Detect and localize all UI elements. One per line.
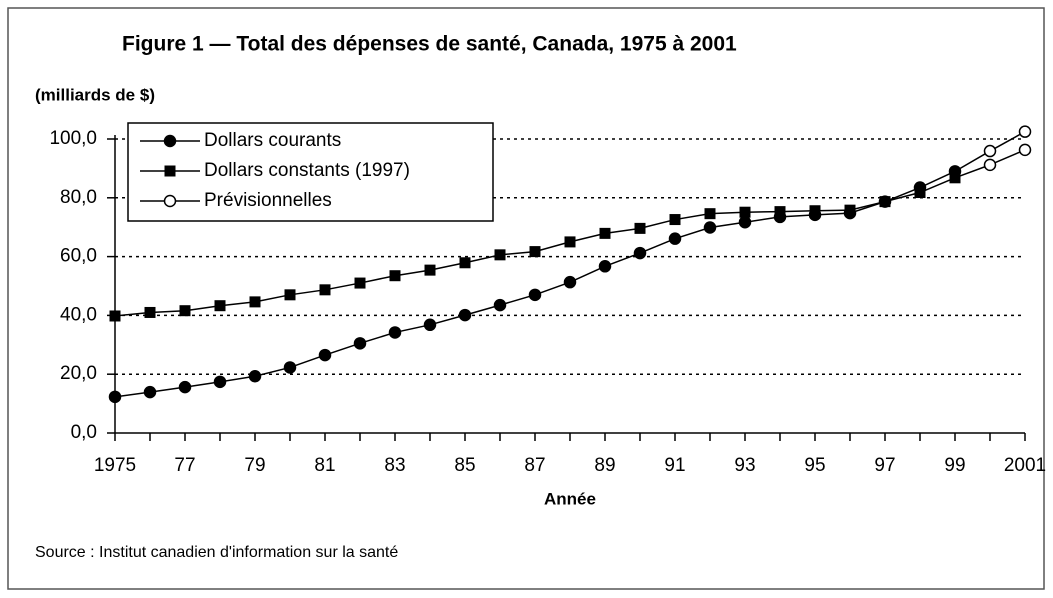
source-note: Source : Institut canadien d'information… (35, 544, 398, 561)
x-tick-label: 89 (594, 455, 615, 476)
marker (353, 337, 367, 350)
series-link (954, 150, 991, 172)
marker (143, 385, 157, 399)
marker (703, 221, 717, 234)
marker (529, 246, 541, 258)
marker (459, 257, 471, 269)
x-tick-label: 87 (524, 455, 545, 476)
marker (108, 390, 122, 404)
marker (354, 277, 366, 289)
y-axis-label: (milliards de $) (35, 85, 155, 104)
x-tick-label: 81 (314, 455, 335, 476)
y-tick-label: 60,0 (60, 246, 97, 267)
marker (704, 208, 716, 220)
marker (879, 196, 891, 208)
marker (144, 306, 156, 318)
marker (669, 214, 681, 226)
y-tick-label: 80,0 (60, 187, 97, 208)
x-axis-label: Année (544, 489, 596, 508)
marker (634, 222, 646, 234)
marker (389, 270, 401, 282)
marker (983, 158, 997, 172)
marker (844, 204, 856, 216)
x-tick-label: 93 (734, 455, 755, 476)
marker (914, 187, 926, 199)
x-tick-label: 77 (174, 455, 195, 476)
marker (424, 264, 436, 276)
marker (1018, 143, 1032, 157)
marker (599, 227, 611, 239)
y-tick-label: 0,0 (71, 422, 97, 443)
legend-label: Dollars constants (1997) (204, 160, 410, 181)
x-tick-label: 91 (664, 455, 685, 476)
x-tick-label: 85 (454, 455, 475, 476)
series-line (989, 130, 1026, 152)
x-tick-label: 83 (384, 455, 405, 476)
marker (809, 205, 821, 217)
frame (7, 7, 1045, 590)
marker (774, 206, 786, 218)
y-tick-label: 20,0 (60, 363, 97, 384)
marker (983, 144, 997, 158)
marker (179, 305, 191, 317)
marker (598, 260, 612, 273)
x-tick-label: 2001 (1004, 455, 1046, 476)
marker (163, 134, 177, 148)
marker (633, 246, 647, 260)
marker (163, 194, 177, 208)
marker (248, 370, 262, 383)
x-tick-label: 95 (804, 455, 825, 476)
y-tick-label: 100,0 (49, 128, 97, 149)
marker (249, 296, 261, 308)
marker (494, 249, 506, 261)
x-tick-label: 79 (244, 455, 265, 476)
marker (564, 236, 576, 248)
marker (423, 318, 437, 332)
marker (493, 298, 507, 312)
chart-title: Figure 1 — Total des dépenses de santé, … (122, 33, 737, 56)
marker (668, 232, 682, 245)
marker (388, 326, 402, 339)
legend-box (127, 122, 494, 222)
marker (319, 284, 331, 296)
legend-label: Dollars courants (204, 130, 341, 151)
marker (1018, 125, 1032, 138)
marker (458, 308, 472, 322)
x-tick-label: 99 (944, 455, 965, 476)
marker (528, 288, 542, 302)
x-tick-label: 97 (874, 455, 895, 476)
marker (563, 275, 577, 289)
marker (109, 310, 121, 322)
marker (178, 380, 192, 394)
legend-label: Prévisionnelles (204, 190, 332, 211)
marker (738, 215, 752, 229)
marker (284, 289, 296, 301)
marker (213, 375, 227, 389)
marker (318, 348, 332, 362)
marker (214, 300, 226, 312)
x-tick-label: 1975 (94, 455, 136, 476)
marker (283, 361, 297, 374)
y-tick-label: 40,0 (60, 304, 97, 325)
marker (739, 206, 751, 218)
marker (164, 165, 176, 177)
series-line (989, 149, 1026, 166)
